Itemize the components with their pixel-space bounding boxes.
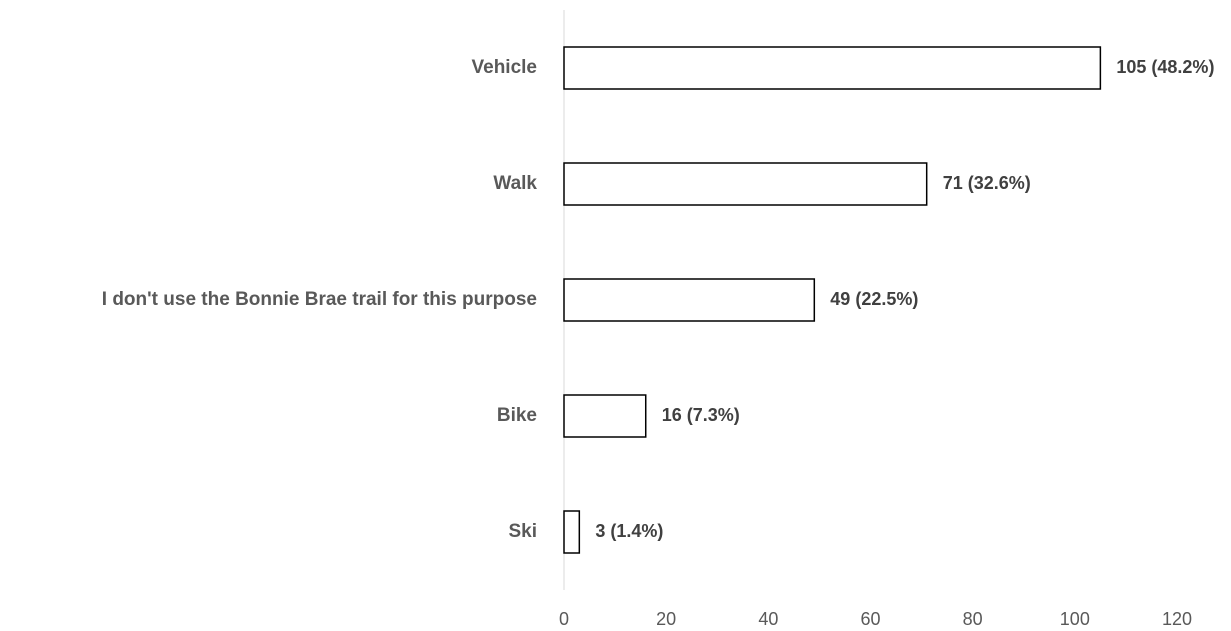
bar bbox=[563, 394, 647, 438]
data-label: 3 (1.4%) bbox=[595, 521, 663, 541]
x-tick-label: 40 bbox=[758, 609, 778, 629]
x-tick-label: 120 bbox=[1162, 609, 1192, 629]
data-label: 16 (7.3%) bbox=[662, 405, 740, 425]
y-tick-label: Bike bbox=[497, 405, 537, 426]
y-tick-label: Vehicle bbox=[472, 57, 538, 78]
x-tick-label: 20 bbox=[656, 609, 676, 629]
x-tick-label: 60 bbox=[860, 609, 880, 629]
data-label: 105 (48.2%) bbox=[1116, 57, 1214, 77]
y-tick-label: I don't use the Bonnie Brae trail for th… bbox=[102, 289, 537, 310]
bar bbox=[563, 46, 1102, 90]
x-tick-label: 80 bbox=[963, 609, 983, 629]
y-tick-label: Ski bbox=[508, 521, 537, 542]
x-tick-label: 100 bbox=[1060, 609, 1090, 629]
bar bbox=[563, 162, 928, 206]
bar bbox=[563, 510, 581, 554]
bar bbox=[563, 278, 816, 322]
y-tick-label: Walk bbox=[493, 173, 537, 194]
data-label: 49 (22.5%) bbox=[830, 289, 918, 309]
data-label: 71 (32.6%) bbox=[943, 173, 1031, 193]
x-tick-label: 0 bbox=[559, 609, 569, 629]
